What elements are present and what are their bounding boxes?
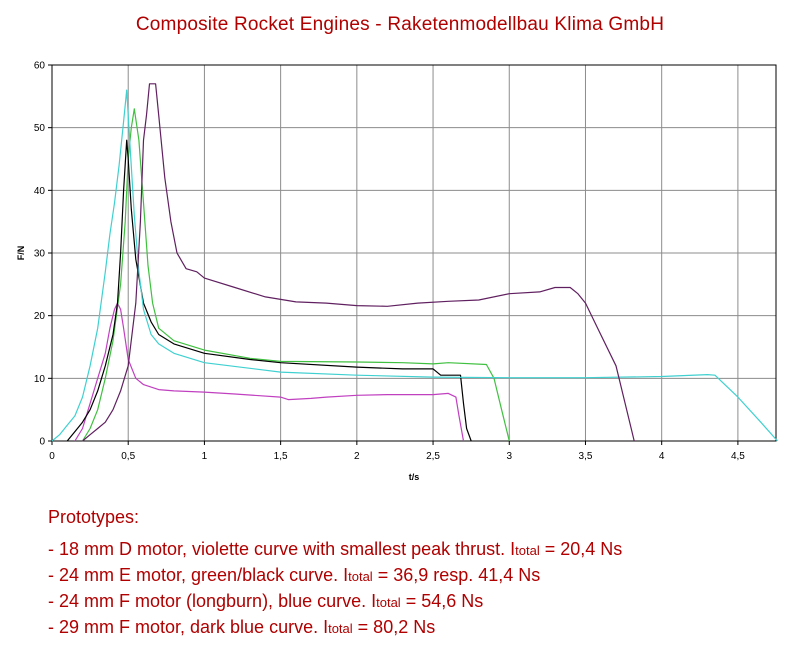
y-tick-label: 20 (34, 311, 46, 322)
x-tick-label: 0 (49, 451, 55, 462)
x-axis-label: t/s (409, 472, 420, 482)
y-tick-label: 50 (34, 123, 46, 134)
x-tick-label: 1,5 (274, 451, 288, 462)
y-axis-ticks: 0 10 20 30 40 50 60 (34, 61, 52, 448)
x-tick-label: 2 (354, 451, 360, 462)
y-tick-label: 10 (34, 374, 46, 385)
chart-title: Composite Rocket Engines - Raketenmodell… (135, 14, 665, 35)
prototype-notes: Prototypes: - 18 mm D motor, violette cu… (48, 505, 622, 641)
series-line-4 (51, 89, 778, 442)
x-tick-label: 3 (506, 451, 512, 462)
thrust-chart: 0 0,5 1 1,5 2 2,5 3 3,5 4 4,5 0 10 20 30 40 50 60 t/s F… (16, 61, 778, 482)
series-line-3 (66, 139, 472, 442)
y-tick-label: 30 (34, 249, 46, 260)
notes-heading: Prototypes: (48, 507, 140, 527)
series-line-1 (74, 302, 465, 442)
series-group (51, 83, 778, 442)
series-line-5 (82, 83, 635, 442)
x-tick-label: 3,5 (579, 451, 593, 462)
x-tick-label: 2,5 (426, 451, 440, 462)
y-tick-label: 40 (34, 186, 46, 197)
y-tick-label: 0 (39, 437, 45, 448)
y-axis-label: F/N (16, 246, 26, 261)
note-line: - 24 mm F motor (longburn), blue curve. … (48, 591, 484, 611)
x-tick-label: 0,5 (121, 451, 135, 462)
note-line: - 18 mm D motor, violette curve with sma… (48, 539, 623, 559)
x-tick-label: 4,5 (731, 451, 745, 462)
x-axis-ticks: 0 0,5 1 1,5 2 2,5 3 3,5 4 4,5 (49, 441, 745, 462)
x-tick-label: 1 (202, 451, 208, 462)
note-line: - 29 mm F motor, dark blue curve. Itotal… (48, 617, 436, 637)
y-tick-label: 60 (34, 61, 46, 72)
grid-lines (52, 65, 776, 441)
note-line: - 24 mm E motor, green/black curve. Itot… (48, 565, 541, 585)
x-tick-label: 4 (659, 451, 665, 462)
series-line-2 (81, 108, 510, 442)
